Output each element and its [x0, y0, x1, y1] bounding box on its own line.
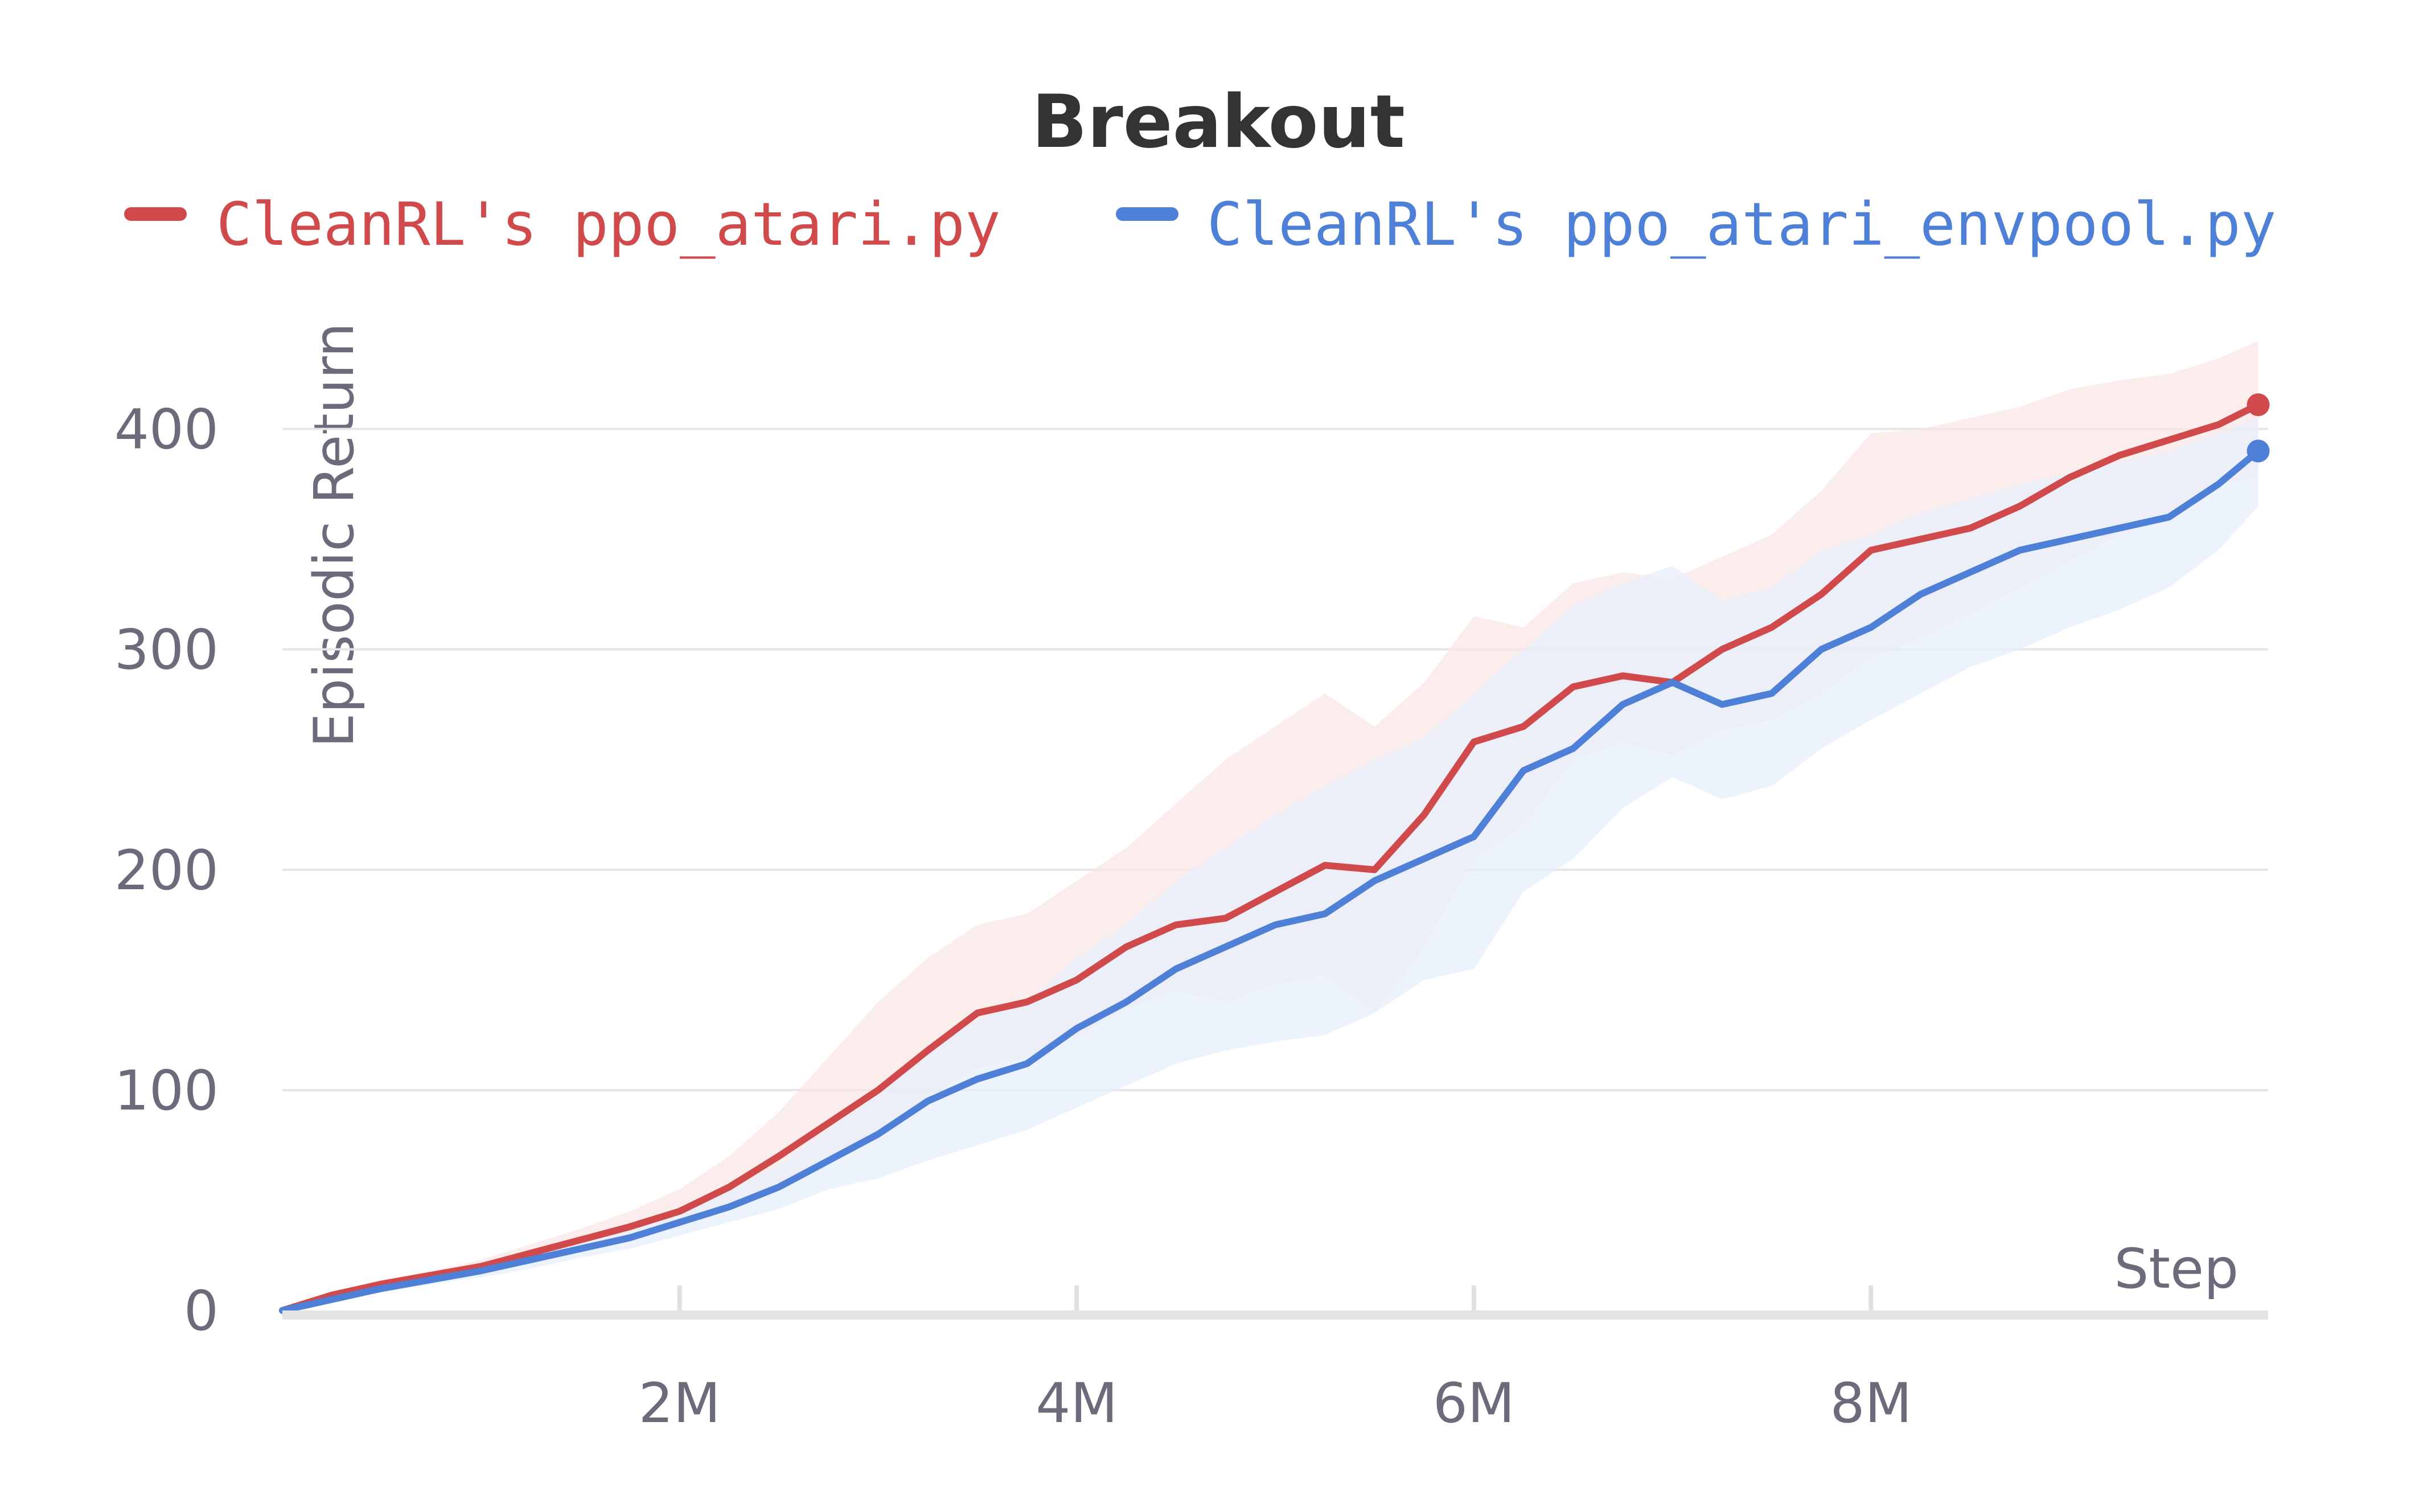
confidence-bands: [282, 340, 2258, 1311]
series-end-point-2[interactable]: [2247, 439, 2270, 463]
series-line-2[interactable]: [279, 447, 2262, 1314]
legend-item-ppo-atari[interactable]: CleanRL's ppo_atari.py: [124, 190, 1001, 259]
y-tick-label: 300: [114, 618, 219, 682]
y-tick-label: 100: [114, 1059, 219, 1123]
confidence-band-series-2: [282, 418, 2258, 1311]
series-end-point-1[interactable]: [2247, 393, 2270, 416]
series-line-1[interactable]: [279, 401, 2262, 1314]
y-tick-label: 0: [184, 1279, 219, 1343]
legend-label-ppo-atari: CleanRL's ppo_atari.py: [216, 190, 1001, 259]
tick-labels: 0 100 200 300 400 2M 4M 6M 8M: [114, 398, 1912, 1435]
y-tick-label: 200: [114, 839, 219, 902]
x-tick-label: 2M: [639, 1371, 721, 1435]
legend-label-ppo-atari-envpool: CleanRL's ppo_atari_envpool.py: [1207, 190, 2276, 259]
series-lines: [279, 393, 2270, 1314]
x-axis-label: Step: [2114, 1237, 2239, 1301]
x-axis: [282, 1285, 2268, 1320]
y-axis-label: Episodic Return: [302, 323, 366, 747]
chart-title: Breakout: [1032, 80, 1405, 165]
legend-swatch-ppo-atari: [124, 207, 187, 221]
legend[interactable]: CleanRL's ppo_atari.py CleanRL's ppo_ata…: [124, 190, 2276, 259]
y-tick-label: 400: [114, 398, 219, 462]
legend-item-ppo-atari-envpool[interactable]: CleanRL's ppo_atari_envpool.py: [1116, 190, 2276, 259]
x-tick-label: 4M: [1036, 1371, 1118, 1435]
legend-swatch-ppo-atari-envpool: [1116, 207, 1178, 221]
x-tick-label: 8M: [1830, 1371, 1912, 1435]
x-tick-label: 6M: [1433, 1371, 1515, 1435]
